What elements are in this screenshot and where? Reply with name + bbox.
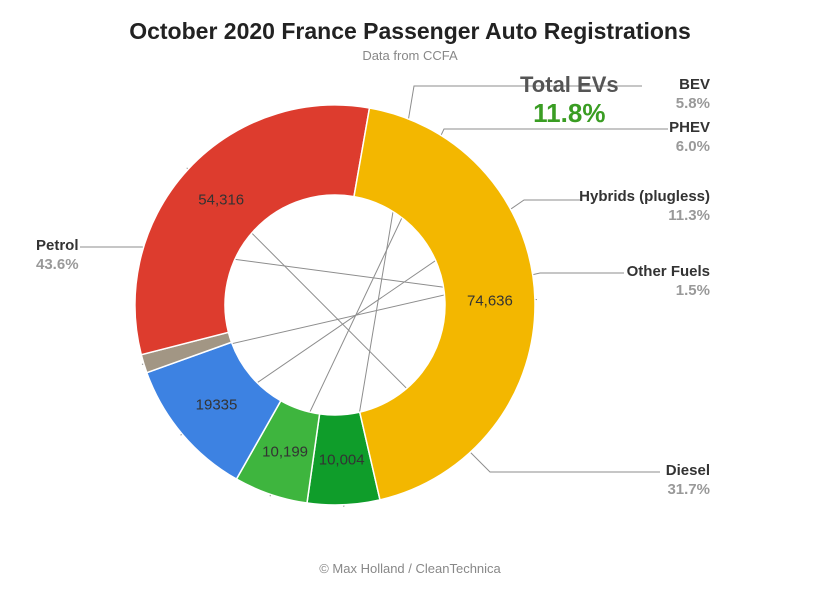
ext-label-diesel: Diesel31.7%	[666, 462, 710, 500]
ext-label-phev: PHEV6.0%	[669, 119, 710, 157]
slice-value-diesel: 54,316	[198, 191, 244, 208]
chart-footer: © Max Holland / CleanTechnica	[0, 561, 820, 576]
slice-value-petrol: 74,636	[467, 292, 513, 309]
ext-label-hybrid: Hybrids (plugless)11.3%	[579, 188, 710, 226]
chart-subtitle: Data from CCFA	[0, 48, 820, 63]
chart-container: October 2020 France Passenger Auto Regis…	[0, 0, 820, 598]
slice-value-phev: 10,199	[262, 443, 308, 460]
ext-label-name-other: Other Fuels	[627, 263, 710, 282]
ext-label-pct-hybrid: 11.3%	[579, 207, 710, 226]
slice-value-bev: 10,004	[319, 451, 365, 468]
ext-label-pct-bev: 5.8%	[676, 95, 710, 114]
ext-label-name-bev: BEV	[676, 76, 710, 95]
slice-diesel	[135, 105, 369, 355]
total-evs-title: Total EVs	[520, 72, 619, 98]
ext-label-name-diesel: Diesel	[666, 462, 710, 481]
ext-label-pct-phev: 6.0%	[669, 138, 710, 157]
total-evs-pct: 11.8%	[520, 98, 619, 129]
ext-label-petrol: Petrol43.6%	[36, 237, 79, 275]
ext-label-pct-diesel: 31.7%	[666, 481, 710, 500]
ext-label-name-hybrid: Hybrids (plugless)	[579, 188, 710, 207]
ext-label-name-petrol: Petrol	[36, 237, 79, 256]
ext-label-other: Other Fuels1.5%	[627, 263, 710, 301]
ext-label-pct-petrol: 43.6%	[36, 256, 79, 275]
ext-label-pct-other: 1.5%	[627, 282, 710, 301]
ext-label-name-phev: PHEV	[669, 119, 710, 138]
slice-value-hybrid: 19335	[196, 396, 238, 413]
chart-title: October 2020 France Passenger Auto Regis…	[0, 18, 820, 45]
ext-label-bev: BEV5.8%	[676, 76, 710, 114]
total-evs-callout: Total EVs 11.8%	[520, 72, 619, 129]
